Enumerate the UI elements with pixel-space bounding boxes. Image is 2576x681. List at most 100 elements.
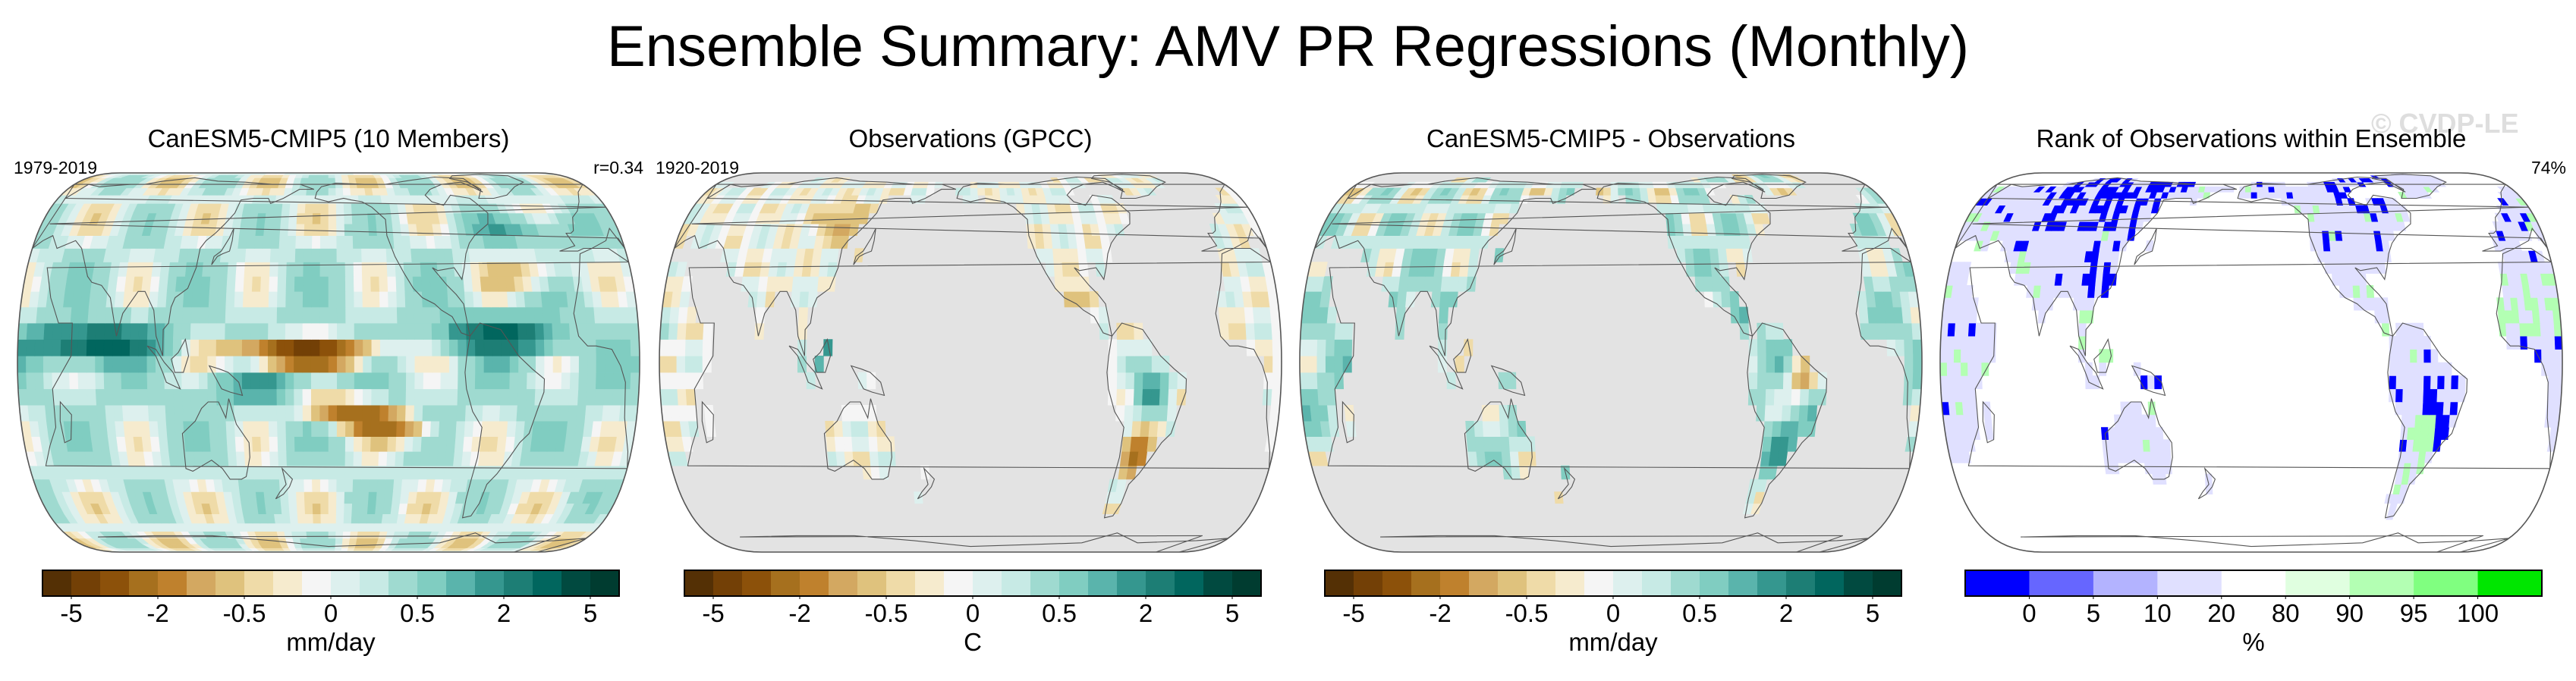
grid-cell: [35, 388, 46, 406]
grid-cell: [360, 479, 370, 492]
grid-cell: [268, 306, 278, 324]
grid-cell: [164, 339, 174, 356]
grid-cell: [1458, 276, 1468, 292]
grid-cell: [1774, 339, 1785, 356]
grid-cell: [337, 372, 347, 390]
grid-cell: [262, 465, 272, 480]
grid-cell: [480, 276, 491, 292]
grid-cell: [304, 513, 314, 524]
grid-cell: [328, 465, 338, 480]
grid-cell: [311, 291, 321, 308]
colorbar-bin: [829, 570, 858, 596]
grid-cell: [336, 491, 345, 504]
grid-cell: [2203, 192, 2211, 199]
grid-cell: [462, 436, 473, 452]
grid-cell: [1405, 291, 1416, 308]
grid-cell: [174, 291, 184, 308]
coastline: [1731, 174, 1807, 199]
grid-cell: [1946, 362, 1955, 376]
grid-cell: [218, 276, 228, 292]
colorbar-bin: [915, 570, 945, 596]
grid-cell: [69, 355, 79, 373]
grid-cell: [36, 306, 47, 324]
grid-cell: [328, 291, 338, 308]
grid-cell: [200, 420, 210, 437]
grid-cell: [336, 420, 346, 437]
colorbar-tick-label: 20: [2207, 599, 2235, 627]
grid-cell: [1961, 322, 1970, 337]
grid-cell: [2287, 198, 2294, 206]
grid-cell: [1947, 335, 1955, 350]
grid-cell: [1168, 372, 1178, 390]
grid-cell: [285, 355, 294, 373]
grid-cell: [457, 322, 467, 340]
grid-cell: [250, 339, 260, 356]
grid-cell: [2451, 375, 2459, 390]
grid-cell: [252, 436, 262, 452]
grid-cell: [2407, 427, 2416, 440]
grid-cell: [336, 404, 346, 422]
coastline: [461, 322, 546, 519]
grid-cell: [431, 388, 442, 406]
grid-cell: [409, 479, 420, 492]
grid-cell: [352, 479, 362, 492]
grid-cell: [371, 404, 381, 422]
grid-cell: [1099, 322, 1109, 340]
colorbar-bin: [2093, 570, 2158, 596]
grid-cell: [684, 339, 695, 356]
grid-cell: [509, 355, 519, 373]
grid-cell: [508, 388, 519, 406]
grid-cell: [2121, 414, 2129, 428]
grid-cell: [217, 420, 228, 437]
grid-cell: [508, 322, 519, 340]
coastline: [49, 184, 625, 252]
grid-cell: [373, 513, 384, 524]
grid-cell: [405, 388, 415, 406]
coastline: [1982, 400, 1995, 444]
grid-cell: [2162, 439, 2171, 452]
colorbar-bin: [71, 570, 101, 596]
grid-cell: [568, 388, 579, 406]
grid-cell: [1218, 306, 1229, 324]
colorbar-rank: 0 5 10 20 80 90 95 100 %: [1964, 570, 2543, 676]
grid-cell: [336, 451, 346, 466]
colorbar-bin: [1555, 570, 1585, 596]
grid-cell: [382, 503, 393, 514]
grid-cell: [992, 194, 1002, 204]
grid-cell: [86, 355, 96, 373]
coastline: [2384, 322, 2468, 519]
map-outline: [659, 172, 1282, 553]
rank-percent: 74%: [2530, 158, 2566, 177]
grid-cell: [1308, 339, 1318, 356]
grid-cell: [1430, 291, 1442, 308]
grid-cell: [561, 355, 571, 373]
grid-cell: [393, 235, 403, 249]
grid-cell: [1967, 388, 1977, 403]
grid-cell: [159, 436, 169, 452]
coastline: [1972, 184, 2548, 252]
grid-cell: [841, 404, 851, 422]
grid-cell: [1133, 388, 1143, 406]
grid-cell: [395, 276, 406, 292]
grid-cell: [1625, 181, 1633, 189]
grid-cell: [200, 276, 211, 292]
grid-cell: [841, 420, 852, 437]
grid-cell: [397, 372, 407, 390]
grid-cell: [268, 322, 278, 340]
grid-cell: [353, 451, 363, 466]
grid-cell: [280, 212, 290, 224]
grid-cell: [483, 388, 493, 406]
grid-cell: [302, 355, 312, 373]
grid-cell: [867, 372, 876, 390]
grid-cell: [303, 276, 313, 292]
grid-cell: [360, 223, 370, 237]
grid-cell: [366, 503, 377, 514]
grid-cell: [229, 235, 240, 249]
grid-cell: [212, 465, 222, 480]
grid-cell: [1254, 339, 1265, 356]
coastline: [98, 532, 587, 552]
grid-cell: [1961, 262, 1972, 274]
grid-cell: [1772, 420, 1782, 437]
grid-cell: [1117, 355, 1127, 373]
grid-cell: [2540, 322, 2549, 337]
